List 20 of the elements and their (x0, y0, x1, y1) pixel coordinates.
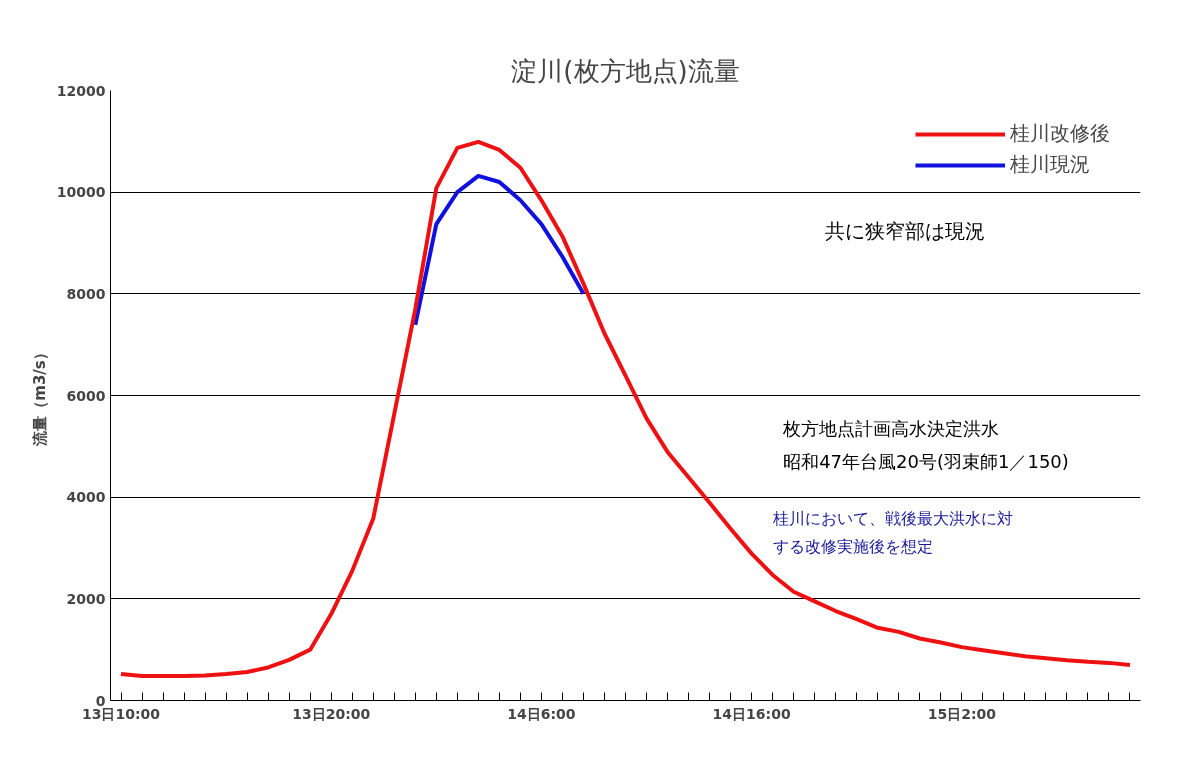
line-series (413, 173, 586, 327)
annotation: 昭和47年台風20号(羽束師1／150) (783, 450, 1069, 472)
legend-label: 桂川改修後 (1010, 120, 1110, 147)
legend-label: 桂川現況 (1010, 151, 1090, 178)
y-tick-label: 12000 (56, 82, 106, 99)
annotation: する改修実施後を想定 (772, 536, 933, 556)
y-tick-label: 8000 (66, 285, 106, 302)
x-tick-label: 15日2:00 (927, 705, 997, 722)
x-tick-label: 13日20:00 (292, 705, 371, 722)
y-axis-title: 流量（m3/s） (30, 345, 49, 447)
y-tick-label: 2000 (66, 590, 106, 607)
y-tick-label: 4000 (66, 489, 106, 506)
annotation: 桂川において、戦後最大洪水に対 (771, 508, 1013, 528)
y-tick-label: 10000 (56, 184, 106, 201)
x-tick-label: 14日6:00 (507, 705, 576, 722)
x-tick-label: 14日16:00 (712, 705, 791, 722)
annotation: 共に狭窄部は現況 (825, 219, 986, 243)
annotation: 枚方地点計画高水決定洪水 (782, 417, 1000, 439)
y-tick-label: 6000 (66, 387, 106, 404)
chart-title: 淀川(枚方地点)流量 (511, 55, 740, 86)
